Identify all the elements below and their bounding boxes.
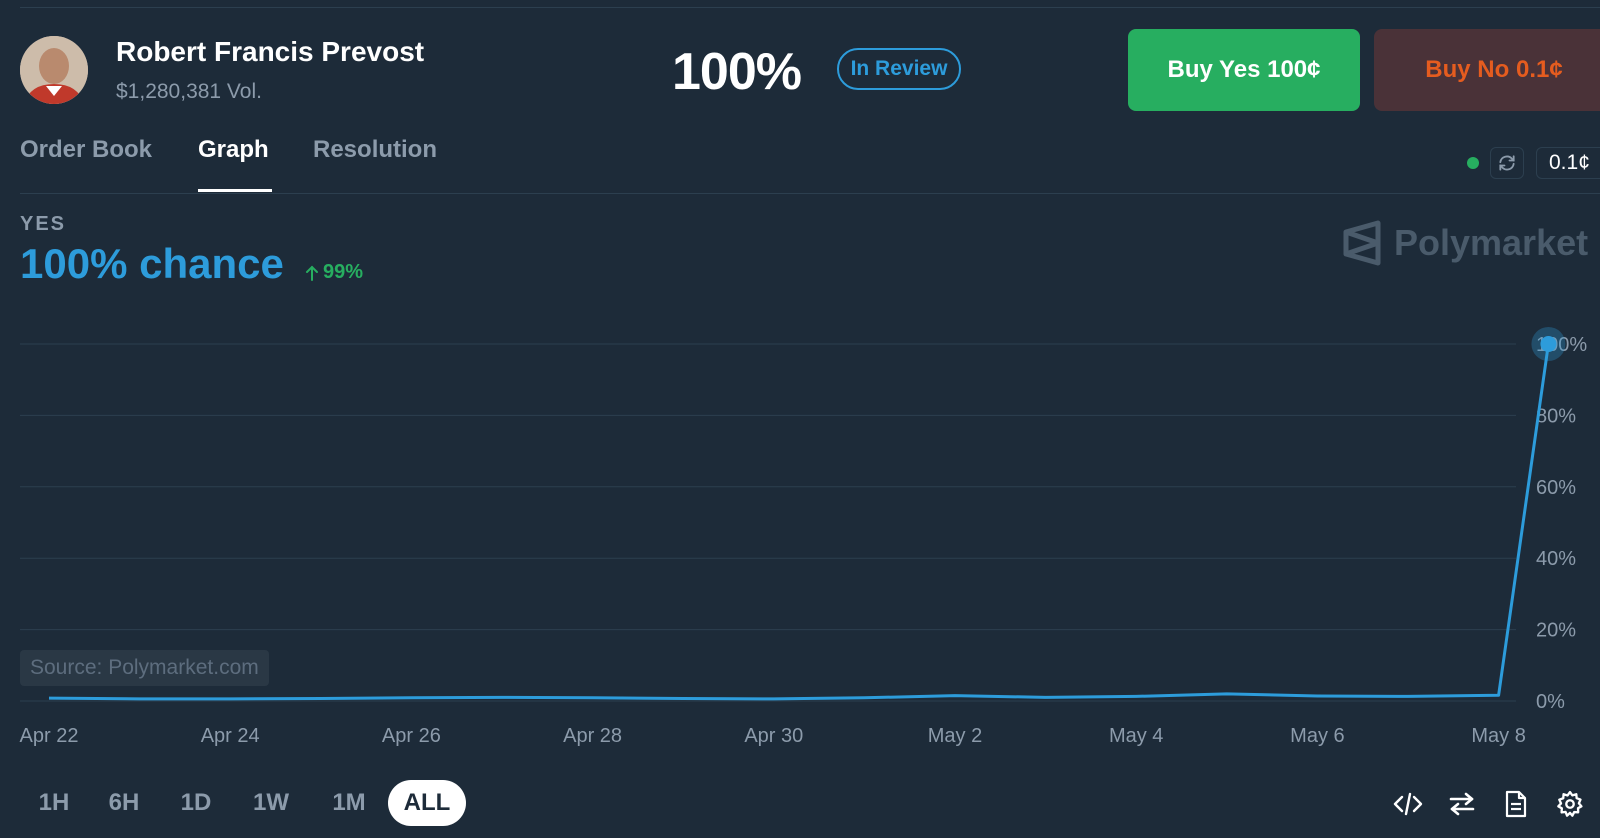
price-chart[interactable]: 0%20%40%60%80%100%Apr 22 Apr 24 Apr 26 Apr … bbox=[0, 320, 1600, 750]
live-status-dot bbox=[1467, 157, 1479, 169]
range-all[interactable]: ALL bbox=[388, 780, 466, 826]
code-icon bbox=[1393, 792, 1423, 816]
embed-button[interactable] bbox=[1392, 788, 1424, 820]
x-tick-label: May 2 bbox=[928, 725, 982, 747]
avatar bbox=[20, 36, 88, 104]
tab-graph[interactable]: Graph bbox=[198, 136, 269, 163]
settings-button[interactable] bbox=[1554, 788, 1586, 820]
active-tab-indicator bbox=[198, 189, 272, 192]
range-1m[interactable]: 1M bbox=[332, 789, 366, 816]
x-tick-label: Apr 28 bbox=[563, 725, 622, 747]
range-1w[interactable]: 1W bbox=[253, 789, 289, 816]
x-tick-label: May 8 bbox=[1471, 725, 1525, 747]
change-indicator: 99% bbox=[305, 261, 363, 284]
price-display[interactable]: 0.1¢ bbox=[1536, 147, 1600, 179]
x-tick-label: Apr 22 bbox=[20, 725, 79, 747]
top-divider bbox=[20, 7, 1600, 8]
range-1d[interactable]: 1D bbox=[180, 789, 212, 816]
change-value: 99% bbox=[323, 261, 364, 283]
x-tick-label: May 6 bbox=[1290, 725, 1344, 747]
y-tick-label: 20% bbox=[1536, 620, 1576, 642]
refresh-icon bbox=[1499, 155, 1515, 171]
chance-value: 100% chance bbox=[20, 240, 284, 287]
polymarket-logo-icon bbox=[1343, 220, 1381, 266]
swap-icon bbox=[1449, 792, 1475, 816]
tabs-divider bbox=[20, 193, 1600, 194]
settings-icon bbox=[1557, 790, 1583, 817]
y-tick-label: 0% bbox=[1536, 691, 1565, 713]
tab-order-book[interactable]: Order Book bbox=[20, 136, 153, 163]
arrow-up-icon bbox=[306, 265, 318, 281]
swap-button[interactable] bbox=[1446, 788, 1478, 820]
range-1h[interactable]: 1H bbox=[38, 789, 70, 816]
outcome-label: YES bbox=[20, 213, 67, 235]
endpoint-dot bbox=[1540, 336, 1557, 352]
tab-resolution[interactable]: Resolution bbox=[313, 136, 437, 163]
y-tick-label: 40% bbox=[1536, 548, 1576, 570]
x-tick-label: May 4 bbox=[1109, 725, 1163, 747]
document-icon bbox=[1505, 790, 1527, 818]
x-tick-label: Apr 26 bbox=[382, 725, 441, 747]
market-percent: 100% bbox=[672, 43, 802, 101]
range-6h[interactable]: 6H bbox=[108, 789, 140, 816]
watermark-text: Polymarket bbox=[1394, 222, 1589, 263]
x-tick-label: Apr 30 bbox=[744, 725, 803, 747]
x-tick-label: Apr 24 bbox=[201, 725, 260, 747]
polymarket-watermark: Polymarket bbox=[1342, 220, 1588, 266]
buy-yes-button[interactable]: Buy Yes 100¢ bbox=[1128, 29, 1360, 111]
source-label: Source: Polymarket.com bbox=[20, 650, 269, 686]
rules-button[interactable] bbox=[1500, 788, 1532, 820]
market-name: Robert Francis Prevost bbox=[116, 36, 425, 67]
status-badge: In Review bbox=[837, 48, 961, 90]
refresh-button[interactable] bbox=[1490, 147, 1524, 179]
market-volume: $1,280,381 Vol. bbox=[116, 80, 262, 103]
y-tick-label: 80% bbox=[1536, 405, 1576, 427]
series-line bbox=[48, 343, 1550, 701]
y-tick-label: 60% bbox=[1536, 477, 1576, 499]
buy-no-button[interactable]: Buy No 0.1¢ bbox=[1374, 29, 1600, 111]
